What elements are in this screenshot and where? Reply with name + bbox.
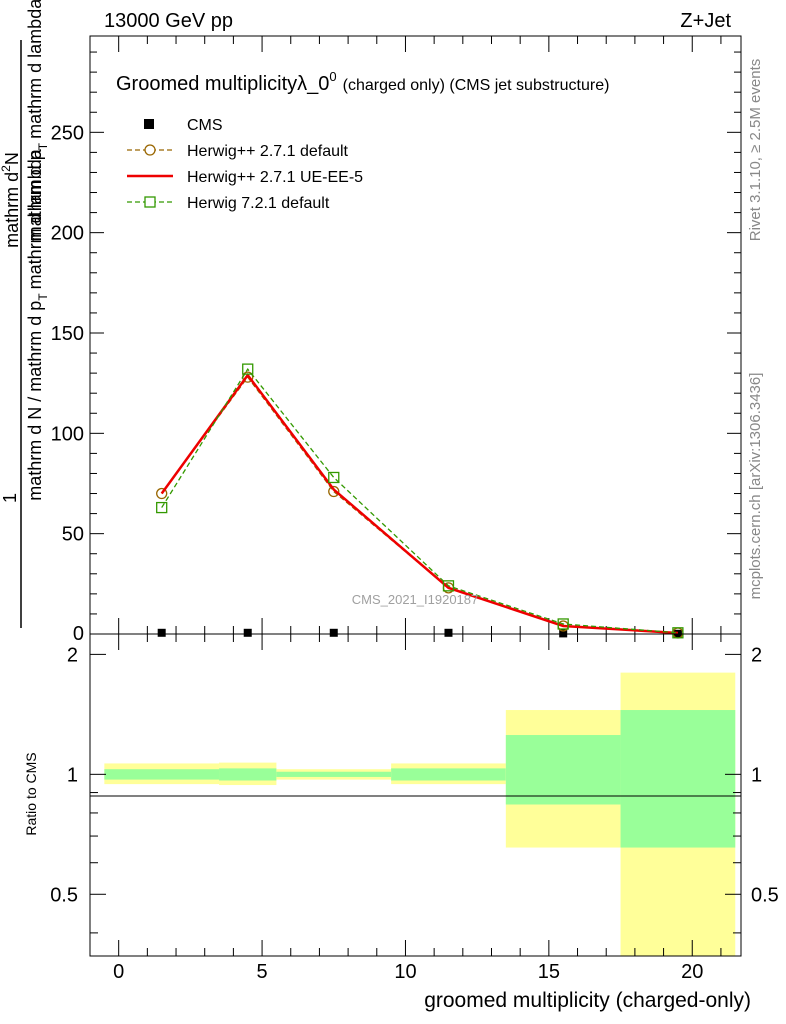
cms-point: [444, 628, 453, 637]
series-line-herwig721: [161, 367, 678, 634]
series-line-herwigpp_ueee5: [160, 373, 678, 635]
legend-marker-herwigpp_default: [144, 144, 156, 156]
y-label-denominator-sub: T: [36, 293, 50, 301]
ratio-band-inner: [620, 710, 736, 848]
ratio-band-inner: [276, 771, 392, 777]
main-y-label-numerator: mathrm d2N mathrm d pTmathrm d lambda: [0, 0, 50, 248]
y-label-numerator-end: N: [2, 152, 22, 165]
y-label-numerator2-main: mathrm d p: [25, 150, 45, 241]
legend-label: Herwig++ 2.7.1 UE-EE-5: [187, 169, 363, 186]
ratio-xtick-label: 5: [257, 961, 268, 983]
main-ytick-label: 50: [62, 524, 84, 546]
main-ytick-label: 250: [51, 122, 84, 144]
energy-label: 13000 GeV pp: [104, 10, 233, 32]
legend-label: CMS: [187, 117, 223, 134]
legend-label: Herwig++ 2.7.1 default: [187, 143, 349, 160]
cms-point: [329, 628, 338, 637]
ratio-ytick-label-left: 0.5: [50, 884, 78, 906]
ratio-ytick-label-right: 2: [751, 644, 762, 666]
ratio-x-ticks: 0 5 10 15 20: [113, 634, 722, 983]
legend-marker-cms: [144, 119, 154, 129]
ratio-band-inner: [104, 769, 220, 780]
y-label-denominator: mathrm d N / mathrm d pTmathrm d lambda: [25, 148, 50, 500]
cms-point: [243, 628, 252, 637]
ratio-ytick-label-left: 1: [67, 764, 78, 786]
legend: CMS Herwig++ 2.7.1 default Herwig++ 2.7.1 …: [127, 117, 363, 212]
marker-herwig721: [242, 363, 254, 375]
marker-herwig721: [328, 471, 340, 484]
main-panel: 50 100 150 200 250 0 CMS_2021_I1920187 Groome…: [51, 35, 742, 645]
main-series-group: [156, 363, 684, 639]
ratio-ytick-label-right: 0.5: [751, 884, 779, 906]
y-label-numerator2-sub: T: [36, 142, 50, 150]
ratio-band-inner: [505, 735, 621, 805]
ratio-xtick-label: 0: [113, 961, 124, 983]
ratio-xtick-label: 10: [394, 961, 416, 983]
marker-herwigpp_default: [156, 487, 168, 500]
ratio-xtick-label: 15: [538, 961, 560, 983]
main-ytick-label: 200: [51, 223, 84, 245]
series-herwigpp_ueee5: [160, 373, 678, 635]
y-label-numerator-1: mathrm d2N: [0, 152, 22, 248]
series-herwig721: [156, 363, 684, 639]
legend-item-cms: CMS: [144, 117, 223, 134]
ratio-band-inner: [391, 768, 506, 781]
marker-herwig721: [156, 501, 168, 514]
y-label-numerator-2: mathrm d pTmathrm d lambda: [25, 0, 50, 241]
cms-point: [157, 628, 166, 637]
process-label: Z+Jet: [680, 10, 731, 32]
series-cms: [157, 628, 682, 638]
marker-herwig721: [672, 627, 684, 639]
chart-title-superscript: 0: [329, 69, 336, 84]
main-y-label: 1 mathrm d N / mathrm d pTmathrm d lambd…: [0, 40, 50, 628]
main-y-ticks: 50 100 150 200 250 0: [51, 51, 741, 645]
marker-herwig721: [442, 580, 455, 592]
ratio-ytick-label-right: 1: [751, 764, 762, 786]
ratio-y-label: Ratio to CMS: [23, 752, 39, 835]
main-ytick-label: 150: [51, 323, 84, 345]
ratio-band-inner: [219, 768, 277, 781]
chart-title-main: Groomed multiplicityλ_0: [116, 73, 329, 95]
main-ytick-label: 100: [51, 423, 84, 445]
main-ytick-label-zero: 0: [73, 623, 84, 645]
y-label-numerator-sup: 2: [0, 165, 13, 172]
ratio-xtick-label: 20: [681, 961, 703, 983]
x-axis-label: groomed multiplicity (charged-only): [424, 989, 751, 1012]
y-label-numerator2-end: mathrm d lambda: [25, 0, 45, 139]
cms-point: [559, 629, 568, 638]
mcplots-label: mcplots.cern.ch [arXiv:1306.3436]: [747, 373, 764, 600]
ratio-bands: [104, 672, 736, 956]
y-label-top: 1: [0, 493, 20, 503]
chart-title: Groomed multiplicityλ_00 (charged only) (…: [116, 69, 609, 95]
legend-label: Herwig 7.2.1 default: [187, 195, 330, 212]
chart-title-suffix: (charged only) (CMS jet substructure): [343, 77, 610, 94]
ratio-ytick-label-left: 2: [67, 644, 78, 666]
marker-herwig721: [557, 618, 569, 630]
rivet-label: Rivet 3.1.10, ≥ 2.5M events: [747, 59, 764, 242]
y-label-denominator-main: mathrm d N / mathrm d p: [25, 301, 45, 501]
legend-item-herwigpp_default: Herwig++ 2.7.1 default: [127, 143, 349, 160]
marker-herwigpp_default: [328, 485, 340, 498]
ratio-frame: [89, 633, 742, 957]
watermark: CMS_2021_I1920187: [352, 592, 479, 607]
main-x-ticks: [118, 36, 722, 634]
legend-item-herwigpp_ueee5: Herwig++ 2.7.1 UE-EE-5: [127, 169, 363, 186]
y-label-numerator-main: mathrm d: [2, 172, 22, 248]
legend-item-herwig721: Herwig 7.2.1 default: [127, 195, 330, 212]
ratio-panel: 0.5 0.5 1 1 2 2 0 5 10 15 20 Ratio to CMS groomed…: [23, 633, 779, 1012]
legend-marker-herwig721: [144, 196, 156, 208]
ratio-y-ticks: 0.5 0.5 1 1 2 2: [50, 644, 779, 934]
y-label-denominator-end: mathrm d lambda: [25, 148, 45, 289]
